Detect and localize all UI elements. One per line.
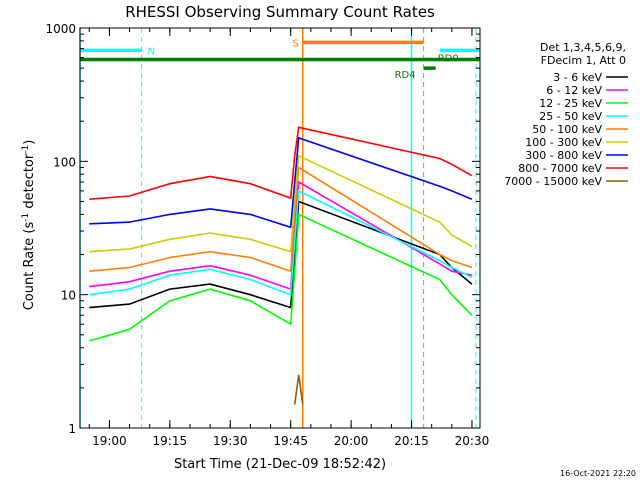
series-line [89, 166, 473, 273]
legend-label: 100 - 300 keV [525, 136, 602, 149]
y-label-main: Count Rate (s [22, 222, 37, 311]
legend: Det 1,3,4,5,6,9,FDecim 1, Att 0 3 - 6 keV… [504, 41, 628, 188]
legend-header: FDecim 1, Att 0 [541, 54, 626, 67]
x-tick-label: 20:15 [394, 434, 429, 448]
flag-label: N [148, 46, 155, 57]
y-tick-label: 100 [53, 155, 76, 169]
series-line [89, 213, 473, 342]
flag-bars: N S RD0 RD4 [80, 38, 480, 81]
y-label-sup-1: -1 [21, 213, 31, 222]
legend-header: Det 1,3,4,5,6,9, [540, 41, 626, 54]
chart-title: RHESSI Observing Summary Count Rates [125, 3, 435, 21]
y-tick-label: 1 [68, 422, 76, 436]
legend-label: 7000 - 15000 keV [504, 175, 602, 188]
y-axis-label: Count Rate (s-1 detector-1) [21, 140, 37, 311]
series-line [89, 189, 473, 296]
y-tick-label: 10 [61, 289, 76, 303]
y-tick-label: 1000 [45, 22, 76, 36]
x-tick-label: 19:00 [92, 434, 127, 448]
y-label-end: ) [22, 140, 37, 145]
x-tick-label: 19:45 [273, 434, 308, 448]
series-line [89, 200, 473, 309]
series-line [89, 180, 473, 291]
x-tick-label: 20:30 [455, 434, 490, 448]
legend-label: 50 - 100 keV [532, 123, 602, 136]
axes: 19:00 19:15 19:30 19:45 20:00 20:15 20:30 1 10 10… [45, 22, 489, 448]
legend-label: 12 - 25 keV [539, 97, 602, 110]
x-tick-label: 20:00 [334, 434, 369, 448]
legend-label: 25 - 50 keV [539, 110, 602, 123]
series-line [89, 154, 473, 253]
timestamp: 16-Oct-2021 22:20 [560, 469, 636, 478]
y-label-mid: detector [22, 153, 37, 213]
flag-label: S [292, 38, 298, 49]
x-tick-label: 19:15 [153, 434, 188, 448]
series-line [89, 126, 473, 200]
series-line [293, 374, 304, 405]
flag-label: RD0 [438, 54, 459, 65]
legend-label: 3 - 6 keV [553, 71, 602, 84]
legend-label: 800 - 7000 keV [518, 162, 602, 175]
x-axis-label: Start Time (21-Dec-09 18:52:42) [174, 457, 386, 472]
flag-label: RD4 [395, 70, 416, 81]
legend-label: 300 - 800 keV [525, 149, 602, 162]
event-lines [79, 28, 477, 428]
x-tick-label: 19:30 [213, 434, 248, 448]
series-line [89, 136, 473, 229]
legend-label: 6 - 12 keV [546, 84, 602, 97]
series-group [89, 126, 473, 405]
y-label-sup-2: -1 [21, 145, 31, 154]
plot-frame [79, 27, 481, 429]
